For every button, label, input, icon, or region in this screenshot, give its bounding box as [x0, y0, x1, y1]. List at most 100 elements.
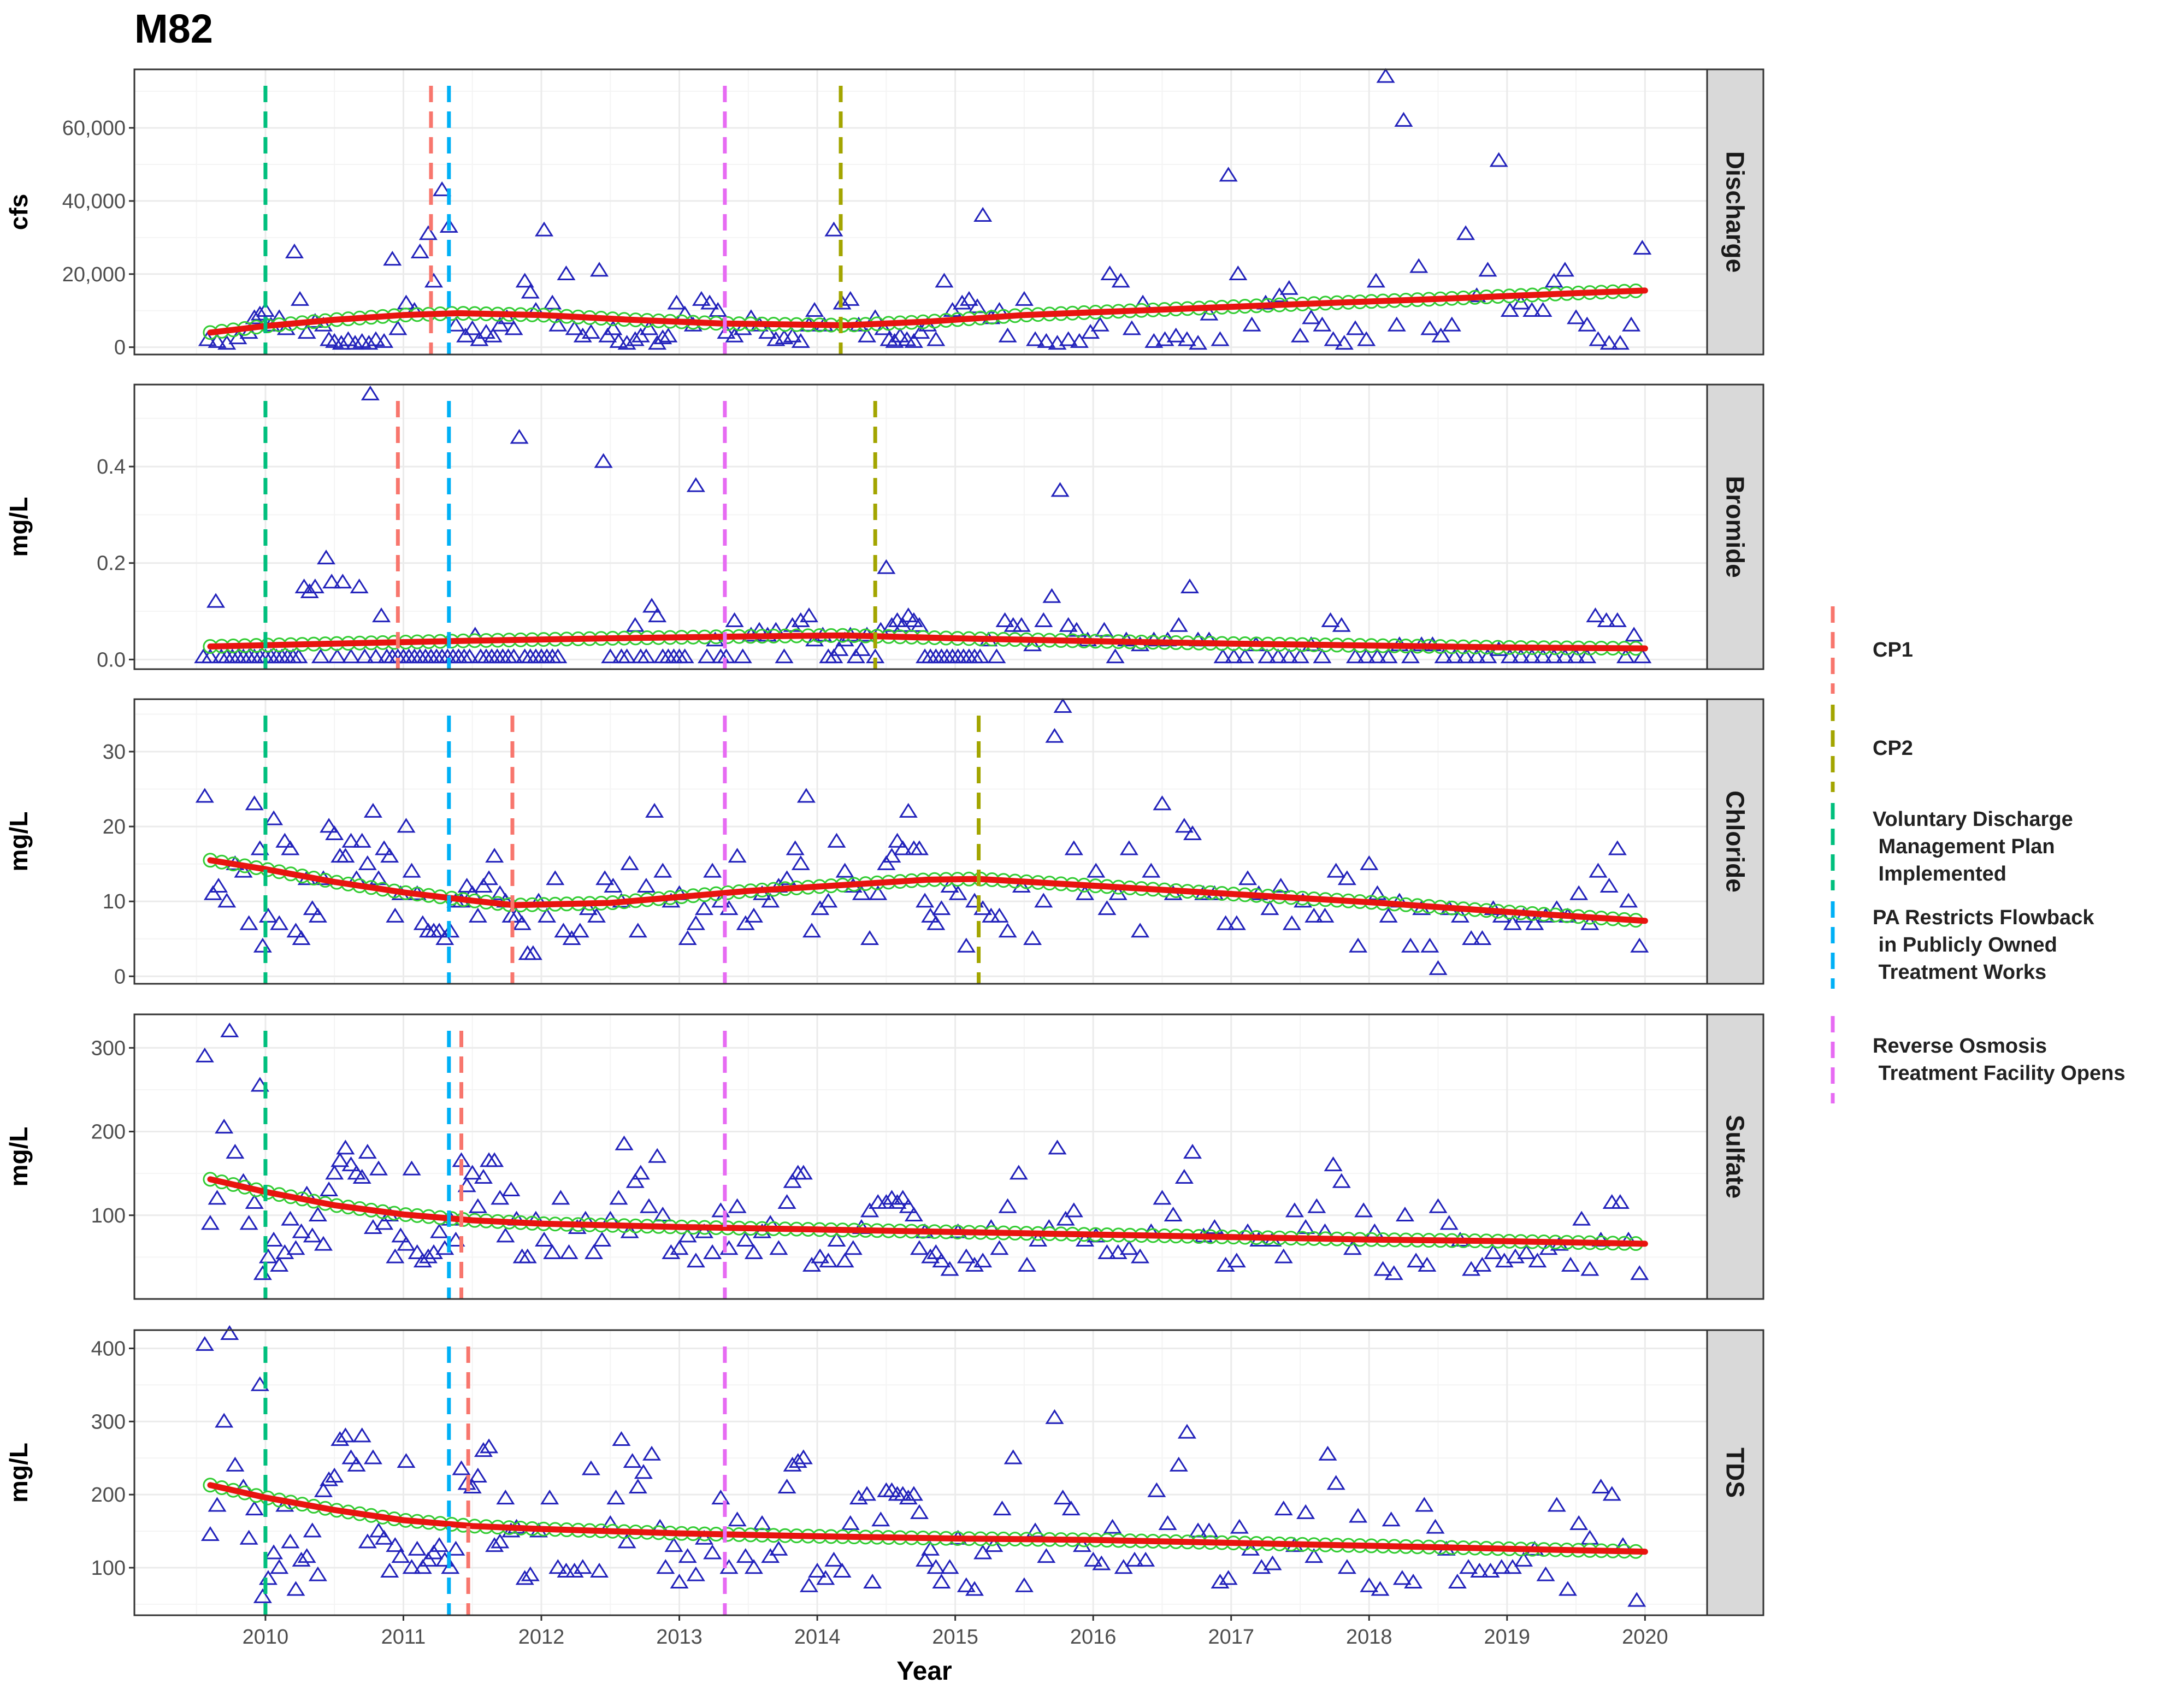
data-point	[303, 900, 322, 916]
data-point	[581, 324, 600, 339]
data-point	[1305, 1548, 1324, 1563]
data-point	[910, 1504, 929, 1519]
facet-strip	[1706, 383, 1764, 670]
data-point	[998, 1198, 1017, 1213]
y-tick-label: 300	[91, 1037, 126, 1060]
data-point	[523, 945, 542, 960]
data-point	[911, 324, 930, 339]
data-point	[330, 1152, 350, 1167]
data-point	[623, 1453, 642, 1468]
data-point	[303, 1227, 322, 1243]
data-point	[1500, 648, 1519, 664]
data-point	[325, 825, 344, 841]
data-point	[1345, 320, 1365, 335]
data-point	[270, 915, 289, 930]
data-point	[1045, 728, 1064, 743]
data-point	[446, 1540, 465, 1556]
data-point	[1205, 1219, 1224, 1234]
data-point	[418, 1248, 438, 1263]
data-point	[1434, 648, 1453, 664]
data-point	[311, 648, 330, 664]
data-point	[551, 1190, 570, 1205]
data-point	[698, 648, 717, 664]
data-point	[1061, 1501, 1081, 1516]
data-point	[830, 641, 849, 656]
data-point	[573, 327, 592, 342]
data-point	[584, 1244, 603, 1259]
data-point	[744, 907, 763, 923]
data-point	[1017, 1256, 1036, 1272]
data-point	[1136, 1551, 1155, 1567]
data-point	[540, 1490, 559, 1505]
panel-discharge: 0 20,000 40,000 60,000 Discharge cfs	[4, 68, 1764, 359]
facet-strip	[1706, 68, 1764, 356]
data-point	[300, 583, 319, 598]
data-point	[480, 870, 499, 885]
data-point	[1415, 1497, 1434, 1512]
data-point	[788, 1453, 807, 1468]
data-point	[352, 1427, 371, 1443]
data-point	[1409, 258, 1429, 273]
data-point	[413, 915, 432, 930]
data-point	[559, 1244, 579, 1259]
data-point	[869, 885, 888, 900]
data-point	[245, 1501, 264, 1516]
data-point	[397, 1236, 416, 1251]
y-tick-label: 20	[103, 816, 126, 838]
data-point	[904, 1486, 923, 1501]
data-point	[195, 1047, 214, 1062]
data-point	[491, 316, 510, 332]
data-point	[245, 1194, 264, 1209]
data-point	[1602, 1486, 1621, 1501]
data-point	[971, 648, 990, 664]
data-point	[1142, 863, 1161, 878]
data-point	[320, 1471, 339, 1486]
data-point	[791, 612, 810, 627]
data-point	[474, 877, 493, 893]
data-point	[476, 324, 496, 339]
data-point	[391, 1227, 410, 1243]
legend-label: CP1	[1873, 639, 1913, 662]
data-point	[1473, 930, 1492, 945]
data-point	[375, 840, 394, 855]
data-point	[1376, 68, 1395, 83]
data-point	[910, 840, 929, 855]
data-point	[1555, 648, 1574, 664]
data-point	[1586, 607, 1605, 623]
data-point	[1599, 335, 1619, 350]
data-point	[320, 331, 339, 346]
trend-line	[207, 857, 1648, 924]
data-point	[226, 1144, 245, 1159]
data-point	[893, 840, 912, 855]
data-point	[1578, 648, 1597, 664]
data-point	[418, 225, 438, 240]
data-point	[361, 385, 380, 400]
data-point	[386, 1248, 405, 1263]
data-point	[932, 1573, 951, 1589]
data-point	[1023, 636, 1042, 652]
x-tick-label: 2019	[1484, 1626, 1531, 1649]
data-point	[642, 598, 662, 613]
data-point	[703, 1244, 722, 1259]
data-point	[1087, 863, 1106, 878]
panel-tds: 100 200 300 400 TDS mg/L	[4, 1325, 1764, 1616]
data-point	[940, 1559, 959, 1574]
y-tick-label: 0.2	[97, 552, 126, 575]
data-point	[253, 937, 272, 953]
data-point	[325, 1467, 344, 1483]
data-point	[200, 1215, 220, 1230]
data-point	[256, 302, 275, 317]
data-point	[1578, 316, 1597, 332]
data-point	[1357, 331, 1376, 346]
data-point	[783, 1456, 802, 1472]
data-point	[1144, 333, 1164, 348]
data-point	[346, 335, 365, 350]
data-point	[1544, 273, 1563, 288]
data-point	[882, 848, 901, 863]
data-point	[1360, 1577, 1379, 1592]
data-point	[636, 877, 656, 893]
data-point	[239, 1529, 258, 1545]
data-point	[1448, 1573, 1467, 1589]
data-point	[1426, 1519, 1445, 1534]
data-point	[297, 1548, 316, 1563]
